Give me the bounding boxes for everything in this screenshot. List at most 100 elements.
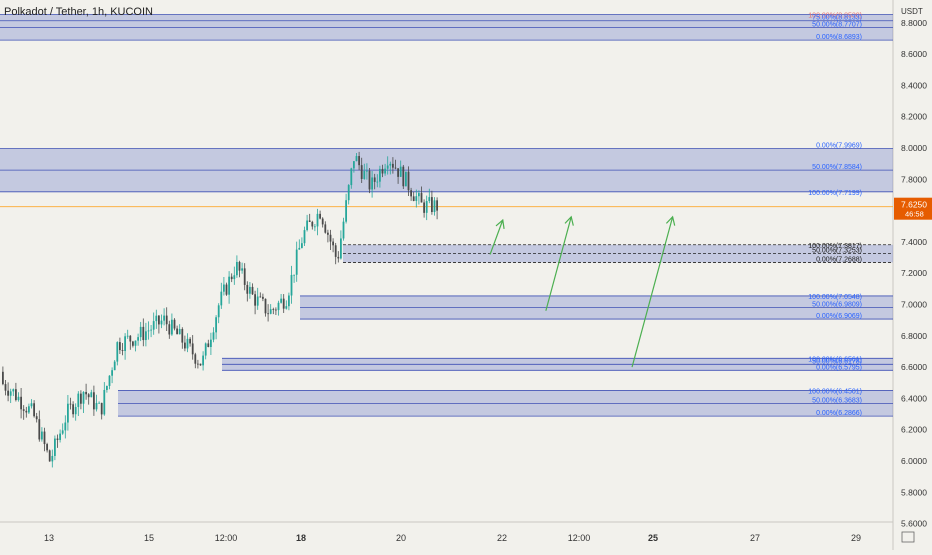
candle-body [334, 245, 337, 257]
fib-level-label: 0.00%(6.5795) [816, 364, 862, 371]
candle-body [20, 396, 22, 410]
candle-body [176, 328, 178, 335]
candle-body [147, 330, 150, 332]
candle-body [56, 438, 59, 440]
candle-body [394, 167, 397, 169]
candle-body [145, 331, 147, 341]
forecast-arrow [631, 216, 674, 368]
candle-body [384, 168, 386, 174]
candle-body [126, 335, 129, 337]
candle-body [355, 156, 358, 162]
candle-body [340, 238, 342, 259]
candle-body [267, 313, 269, 315]
candle-body [30, 403, 33, 407]
candle-body [316, 213, 319, 227]
candle-body [410, 190, 412, 197]
candle-body [347, 185, 350, 201]
settings-icon[interactable] [901, 531, 915, 543]
forecast-arrow [545, 216, 572, 311]
candle-body [90, 392, 93, 398]
chart-title: Polkadot / Tether, 1h, KUCOIN [4, 6, 153, 18]
candle-body [259, 296, 262, 298]
candle-body [160, 320, 163, 325]
candle-body [129, 335, 132, 342]
candle-body [308, 220, 311, 222]
time-axis-tick: 12:00 [568, 533, 591, 543]
candle-body [433, 200, 436, 213]
candle-body [98, 402, 100, 404]
candle-body [111, 370, 113, 376]
candle-body [314, 226, 316, 228]
price-axis-tick: 8.2000 [901, 112, 927, 122]
countdown-label: 46:58 [905, 210, 924, 219]
candle-body [173, 319, 176, 329]
fib-level-label: 0.00%(7.9969) [816, 142, 862, 149]
candle-body [77, 393, 80, 408]
candle-body [321, 218, 324, 225]
fib-level-label: 0.00%(7.2688) [816, 256, 862, 263]
candle-body [220, 291, 223, 306]
time-axis-tick: 27 [750, 533, 760, 543]
candle-body [282, 298, 285, 309]
candle-body [7, 390, 9, 396]
candle-body [373, 177, 376, 182]
candle-body [431, 197, 433, 213]
candle-body [184, 342, 186, 349]
fib-level-label: 50.00%(8.7707) [812, 21, 862, 28]
candle-body [103, 389, 106, 415]
time-axis-tick: 18 [296, 533, 306, 543]
candle-body [319, 213, 321, 219]
time-axis-tick: 12:00 [215, 533, 238, 543]
candle-body [241, 268, 243, 271]
candle-body [298, 247, 301, 250]
candle-body [290, 274, 293, 296]
candle-body [225, 284, 228, 295]
time-axis-tick: 15 [144, 533, 154, 543]
candle-body [202, 355, 204, 366]
price-axis-tick: 8.4000 [901, 80, 927, 90]
candle-body [436, 200, 438, 211]
candle-body [69, 403, 72, 405]
price-axis-tick: 8.6000 [901, 49, 927, 59]
candle-body [288, 295, 290, 307]
candle-body [402, 166, 405, 187]
candle-body [238, 261, 241, 271]
candle-body [74, 407, 77, 415]
candle-body [113, 361, 116, 371]
candle-body [152, 321, 155, 330]
fib-level-label: 50.00%(7.8584) [812, 164, 862, 171]
candle-body [275, 309, 277, 311]
candle-body [306, 220, 308, 231]
forecast-arrowhead [495, 218, 505, 229]
candle-body [295, 249, 298, 275]
candle-body [80, 393, 82, 404]
candle-body [381, 168, 384, 174]
candle-body [324, 224, 327, 233]
price-axis-tick: 6.4000 [901, 393, 927, 403]
candle-body [132, 341, 134, 346]
price-axis-tick: 8.0000 [901, 143, 927, 153]
candle-body [41, 431, 43, 440]
candle-body [124, 336, 126, 352]
candle-body [38, 419, 41, 440]
candle-body [368, 170, 371, 190]
candle-body [4, 384, 7, 391]
candle-body [210, 339, 212, 347]
candle-body [311, 221, 314, 227]
current-price-tag [894, 197, 932, 220]
candle-body [134, 340, 137, 346]
candle-body [420, 193, 423, 203]
candle-body [15, 389, 17, 401]
price-axis-tick: 7.2000 [901, 268, 927, 278]
candle-body [168, 324, 171, 335]
candle-body [116, 342, 119, 362]
time-axis-tick: 13 [44, 533, 54, 543]
candle-body [418, 193, 420, 197]
candle-body [332, 241, 334, 246]
candle-body [12, 389, 15, 392]
candle-body [360, 165, 363, 179]
price-axis-tick: 8.8000 [901, 18, 927, 28]
candle-body [264, 298, 267, 314]
